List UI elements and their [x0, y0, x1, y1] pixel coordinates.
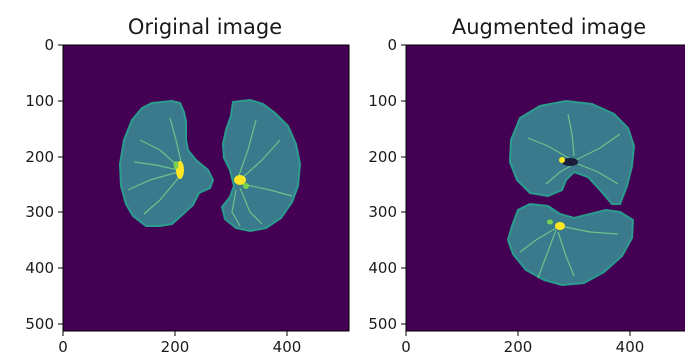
- y-axis-ticks: [58, 44, 63, 325]
- y-tick-label: 100: [368, 92, 397, 110]
- hilum-lower-bright: [555, 222, 565, 230]
- y-tick-label: 0: [387, 36, 397, 54]
- hilum-right-bright: [234, 175, 246, 185]
- x-tick-label: 0: [401, 338, 411, 356]
- vessels-right: [231, 119, 293, 227]
- vessels-left: [127, 117, 183, 215]
- upper-lung: [508, 99, 636, 205]
- hilum-upper-bright: [559, 157, 565, 163]
- x-tick-label: 400: [616, 338, 645, 356]
- hilum-upper-dark: [562, 158, 578, 166]
- x-axis-ticks: [62, 331, 288, 336]
- hilum-lower: [547, 219, 553, 225]
- lower-lung: [506, 202, 635, 287]
- x-tick-labels: 0 200 400: [58, 338, 301, 356]
- left-lung: [118, 99, 215, 227]
- y-tick-label: 500: [25, 315, 54, 333]
- panel-original: Original image: [25, 15, 350, 356]
- y-tick-label: 0: [44, 36, 54, 54]
- y-tick-label: 300: [25, 203, 54, 221]
- y-tick-label: 400: [25, 259, 54, 277]
- y-tick-label: 500: [368, 315, 397, 333]
- axes-frame: [405, 44, 685, 332]
- vessels-upper: [527, 113, 621, 185]
- y-tick-label: 100: [25, 92, 54, 110]
- x-axis-ticks: [405, 331, 631, 336]
- hilum-right: [243, 183, 249, 189]
- y-tick-label: 200: [368, 148, 397, 166]
- x-tick-labels: 0 200 400: [401, 338, 644, 356]
- hilum-left: [173, 161, 179, 169]
- y-tick-label: 200: [25, 148, 54, 166]
- y-tick-label: 300: [368, 203, 397, 221]
- y-tick-labels: 0 100 200 300 400 500: [368, 36, 397, 333]
- image-original: [63, 45, 349, 331]
- panel-title: Augmented image: [452, 15, 646, 39]
- x-tick-label: 400: [273, 338, 302, 356]
- y-tick-label: 400: [368, 259, 397, 277]
- right-lung: [220, 98, 302, 233]
- x-tick-label: 200: [161, 338, 190, 356]
- x-tick-label: 0: [58, 338, 68, 356]
- axes-frame: [62, 44, 350, 332]
- y-axis-ticks: [401, 44, 406, 325]
- vessels-lower: [519, 225, 619, 279]
- panel-augmented: Augmented image: [368, 15, 685, 356]
- x-tick-label: 200: [504, 338, 533, 356]
- image-augmented: [406, 45, 685, 331]
- y-tick-labels: 0 100 200 300 400 500: [25, 36, 54, 333]
- panel-title: Original image: [128, 15, 282, 39]
